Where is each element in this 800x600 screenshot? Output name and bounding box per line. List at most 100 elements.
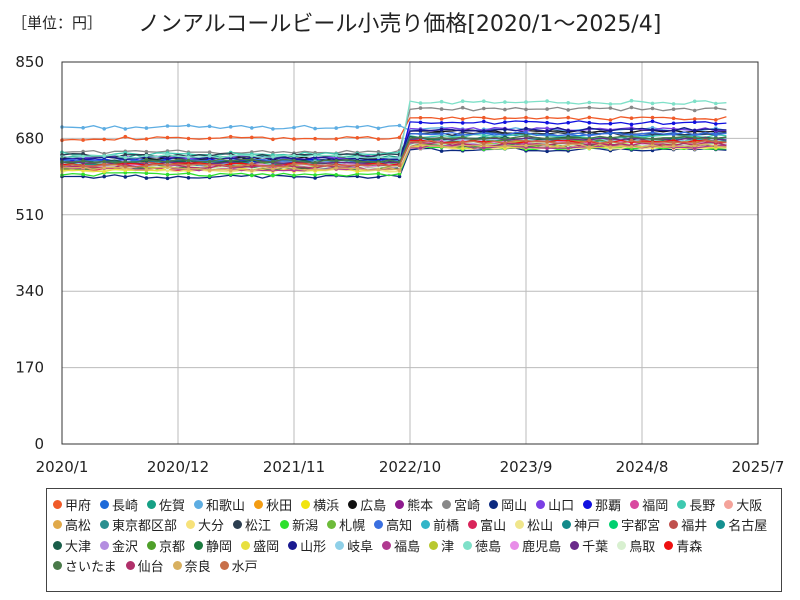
- series-point: [165, 135, 170, 140]
- series-point: [566, 140, 570, 145]
- legend-label: 千葉: [582, 539, 609, 555]
- legend-label: 秋田: [266, 498, 293, 514]
- series-point: [418, 131, 423, 136]
- series-point: [566, 136, 570, 141]
- legend-item: 徳島: [463, 535, 501, 556]
- series-point: [629, 98, 634, 103]
- series-point: [587, 100, 592, 105]
- series-point: [418, 101, 423, 105]
- legend-label: 広島: [360, 498, 387, 514]
- legend-marker-icon: [562, 520, 572, 530]
- series-point: [271, 137, 275, 142]
- legend-item: 那覇: [583, 494, 621, 515]
- legend-marker-icon: [468, 520, 478, 530]
- series-point: [482, 106, 486, 111]
- series-point: [102, 162, 106, 167]
- series-line-45: [62, 143, 727, 172]
- legend-marker-icon: [100, 520, 110, 530]
- series-point: [207, 150, 212, 154]
- legend-label: 青森: [676, 539, 703, 555]
- series-point: [292, 158, 296, 163]
- series-point: [250, 173, 254, 178]
- legend-marker-icon: [125, 561, 135, 571]
- series-point: [250, 126, 254, 130]
- series-point: [207, 168, 212, 172]
- series-point: [524, 126, 528, 131]
- series-point: [355, 152, 360, 157]
- series-point: [524, 115, 528, 120]
- series-point: [123, 160, 128, 164]
- series-point: [376, 126, 381, 131]
- legend-marker-icon: [233, 520, 243, 530]
- legend-label: 宇都宮: [621, 519, 661, 535]
- series-point: [207, 154, 212, 158]
- legend-label: 福井: [681, 519, 708, 535]
- series-point: [439, 99, 444, 104]
- legend-item: 福井: [669, 515, 707, 536]
- series-point: [418, 140, 423, 145]
- series-point: [292, 125, 296, 130]
- series-point: [650, 101, 655, 106]
- x-tick-label: 2024/8: [616, 458, 669, 476]
- series-point: [397, 168, 402, 173]
- series-point: [439, 132, 444, 136]
- series-point: [545, 146, 549, 150]
- series-point: [144, 126, 149, 130]
- legend-label: 松江: [245, 519, 272, 535]
- series-point: [376, 155, 381, 160]
- series-point: [397, 163, 402, 168]
- series-point: [186, 176, 191, 180]
- series-point: [271, 159, 275, 164]
- legend-label: 福島: [394, 539, 421, 555]
- series-point: [228, 164, 233, 169]
- series-point: [123, 155, 128, 160]
- legend-item: 長崎: [100, 494, 138, 515]
- series-point: [439, 117, 444, 121]
- legend-item: 富山: [468, 515, 506, 536]
- legend-marker-icon: [194, 499, 204, 509]
- legend-marker-icon: [53, 520, 62, 530]
- legend-label: 那覇: [595, 498, 622, 514]
- legend-item: 青森: [664, 535, 702, 556]
- series-point: [313, 167, 317, 171]
- legend-marker-icon: [510, 540, 520, 550]
- legend-marker-icon: [669, 520, 679, 530]
- series-point: [714, 101, 718, 106]
- legend-item: 静岡: [194, 535, 232, 556]
- chart-title: ノンアルコールビール小売り価格[2020/1～2025/4]: [138, 12, 662, 37]
- legend-item: 横浜: [301, 494, 339, 515]
- legend-marker-icon: [583, 499, 593, 509]
- series-point: [524, 134, 528, 138]
- legend-item: 神戸: [562, 515, 600, 536]
- series-point: [228, 168, 233, 173]
- series-point: [334, 126, 339, 130]
- series-point: [418, 146, 423, 150]
- x-tick-label: 2023/9: [500, 458, 553, 476]
- legend-item: 京都: [147, 535, 185, 556]
- series-point: [186, 158, 191, 163]
- series-point: [566, 120, 570, 125]
- series-point: [165, 124, 170, 128]
- series-point: [692, 108, 697, 113]
- series-point: [566, 115, 570, 120]
- series-point: [292, 153, 296, 158]
- series-point: [376, 175, 381, 179]
- series-point: [524, 138, 528, 143]
- series-point: [671, 121, 676, 126]
- series-point: [439, 144, 444, 149]
- series-point: [123, 134, 128, 139]
- series-line-34: [61, 126, 727, 161]
- series-point: [207, 124, 212, 129]
- legend-item: 大分: [186, 515, 224, 536]
- legend-marker-icon: [570, 540, 580, 550]
- y-tick-label: 510: [15, 206, 44, 224]
- series-point: [102, 169, 106, 174]
- legend-label: 和歌山: [206, 498, 246, 514]
- series-point: [334, 153, 339, 158]
- series-point: [671, 107, 676, 111]
- series-point: [144, 137, 149, 141]
- legend-label: 高松: [65, 519, 92, 535]
- series-point: [482, 145, 486, 150]
- series-point: [671, 128, 676, 133]
- legend: 甲府 長崎 佐賀 和歌山 秋田 横浜 広島 熊本 宮崎 岡山 山口 那覇 福岡 長野 大阪 高松 東京都区部 大分…: [46, 488, 782, 592]
